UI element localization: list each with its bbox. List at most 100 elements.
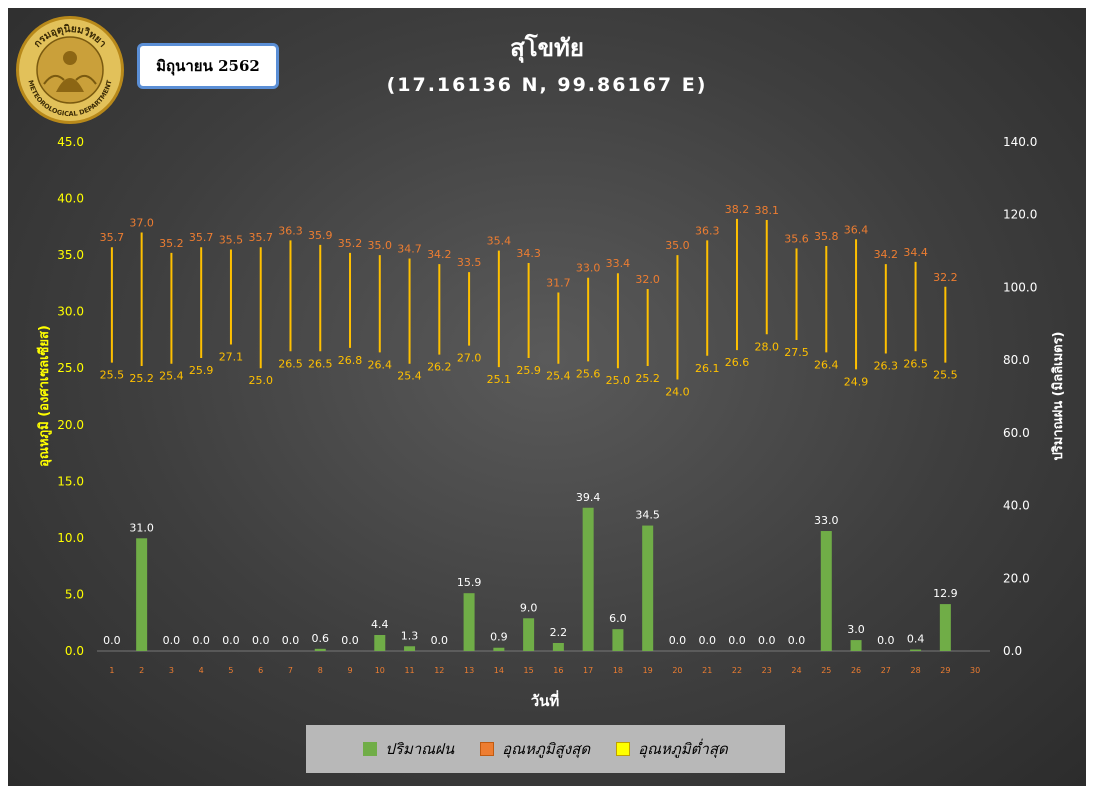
y-left-tick-label: 0.0 [65, 644, 84, 658]
y-right-tick-label: 140.0 [1003, 135, 1037, 149]
tmax-data-label: 35.2 [159, 237, 184, 250]
rain-data-label: 0.0 [758, 634, 776, 647]
rain-bar [404, 646, 416, 651]
tmax-data-label: 35.0 [665, 239, 690, 252]
tmin-data-label: 25.5 [100, 369, 125, 382]
y-right-tick-label: 20.0 [1003, 571, 1030, 585]
rain-data-label: 0.0 [341, 634, 359, 647]
rain-bar [820, 531, 832, 651]
rain-data-label: 0.6 [312, 632, 330, 645]
tmax-data-label: 34.3 [516, 247, 541, 260]
rain-data-label: 31.0 [129, 521, 154, 534]
tmax-data-label: 37.0 [129, 216, 154, 229]
tmin-data-label: 26.5 [278, 357, 303, 370]
rain-bar [552, 643, 564, 651]
tmin-data-label: 25.5 [933, 369, 958, 382]
tmin-data-label: 25.4 [159, 370, 184, 383]
tmax-data-label: 35.2 [338, 237, 363, 250]
legend-label-tmax: อุณหภูมิสูงสุด [502, 740, 591, 758]
tmin-data-label: 25.2 [129, 372, 154, 385]
x-tick-label: 9 [347, 666, 352, 675]
tmax-data-label: 38.1 [755, 204, 780, 217]
x-tick-label: 10 [375, 666, 385, 675]
y-right-tick-label: 100.0 [1003, 280, 1037, 294]
rain-bar [374, 635, 386, 651]
tmin-data-label: 25.0 [606, 374, 631, 387]
tmax-data-label: 33.0 [576, 262, 601, 275]
x-tick-label: 14 [494, 666, 504, 675]
legend: ปริมาณฝน อุณหภูมิสูงสุด อุณหภูมิต่ำสุด [306, 725, 785, 773]
tmin-data-label: 26.5 [308, 357, 333, 370]
rain-bar [642, 525, 654, 651]
rain-bar [939, 604, 951, 651]
y-right-tick-label: 60.0 [1003, 426, 1030, 440]
tmin-data-label: 26.1 [695, 362, 720, 375]
rain-data-label: 0.0 [788, 634, 806, 647]
x-tick-label: 24 [791, 666, 801, 675]
x-tick-label: 6 [258, 666, 263, 675]
tmax-data-label: 35.4 [487, 235, 512, 248]
y-left-tick-label: 25.0 [57, 361, 84, 375]
tmin-data-label: 25.1 [487, 373, 512, 386]
tmin-data-label: 28.0 [755, 340, 780, 353]
tmax-data-label: 36.3 [278, 224, 303, 237]
x-tick-label: 30 [970, 666, 980, 675]
tmax-data-label: 35.5 [219, 233, 244, 246]
tmin-data-label: 27.1 [219, 350, 244, 363]
tmax-data-label: 35.7 [100, 231, 125, 244]
y-axis-left-label: อุณหภูมิ (องศาเซลเซียส) [36, 325, 52, 467]
x-tick-label: 17 [583, 666, 593, 675]
tmax-data-label: 36.4 [844, 223, 869, 236]
rain-bar [612, 629, 624, 651]
legend-swatch-rain [363, 742, 378, 756]
x-tick-label: 27 [881, 666, 891, 675]
x-tick-label: 1 [109, 666, 114, 675]
rain-data-label: 0.0 [431, 634, 449, 647]
rain-data-label: 2.2 [550, 626, 568, 639]
tmin-data-label: 25.2 [635, 372, 660, 385]
y-left-tick-label: 15.0 [57, 474, 84, 488]
x-tick-label: 15 [524, 666, 534, 675]
rain-data-label: 0.0 [282, 634, 300, 647]
y-left-tick-label: 10.0 [57, 531, 84, 545]
rain-data-label: 6.0 [609, 612, 627, 625]
x-tick-label: 13 [464, 666, 474, 675]
rain-data-label: 12.9 [933, 587, 958, 600]
rain-data-label: 4.4 [371, 618, 389, 631]
tmax-data-label: 35.7 [248, 231, 273, 244]
rain-data-label: 0.0 [698, 634, 716, 647]
y-right-tick-label: 120.0 [1003, 208, 1037, 222]
chart-title: สุโขทัย [510, 34, 584, 62]
legend-label-rain: ปริมาณฝน [385, 740, 455, 758]
legend-item-tmin: อุณหภูมิต่ำสุด [616, 737, 728, 761]
rain-bar [523, 618, 535, 651]
rain-bar [493, 647, 505, 651]
tmax-data-label: 33.5 [457, 256, 482, 269]
tmax-data-label: 35.6 [784, 232, 809, 245]
rain-data-label: 15.9 [457, 576, 482, 589]
y-left-tick-label: 30.0 [57, 305, 84, 319]
tmax-data-label: 34.7 [397, 243, 422, 256]
x-tick-label: 22 [732, 666, 742, 675]
rain-bar [314, 648, 326, 651]
legend-item-tmax: อุณหภูมิสูงสุด [480, 737, 590, 761]
x-tick-label: 2 [139, 666, 144, 675]
tmax-data-label: 34.2 [874, 248, 899, 261]
tmin-data-label: 25.9 [189, 364, 214, 377]
tmin-data-label: 25.0 [248, 374, 273, 387]
tmin-data-label: 27.5 [784, 346, 809, 359]
rain-data-label: 3.0 [847, 623, 865, 636]
rain-data-label: 34.5 [635, 509, 660, 522]
x-tick-label: 7 [288, 666, 293, 675]
y-left-tick-label: 35.0 [57, 248, 84, 262]
x-tick-label: 25 [821, 666, 831, 675]
tmax-data-label: 35.9 [308, 229, 333, 242]
y-right-tick-label: 40.0 [1003, 499, 1030, 513]
x-tick-label: 19 [643, 666, 653, 675]
rain-data-label: 0.0 [877, 634, 895, 647]
tmin-data-label: 25.4 [397, 370, 422, 383]
y-right-tick-label: 0.0 [1003, 644, 1022, 658]
rain-data-label: 33.0 [814, 514, 839, 527]
rain-data-label: 0.0 [163, 634, 181, 647]
y-right-tick-label: 80.0 [1003, 353, 1030, 367]
